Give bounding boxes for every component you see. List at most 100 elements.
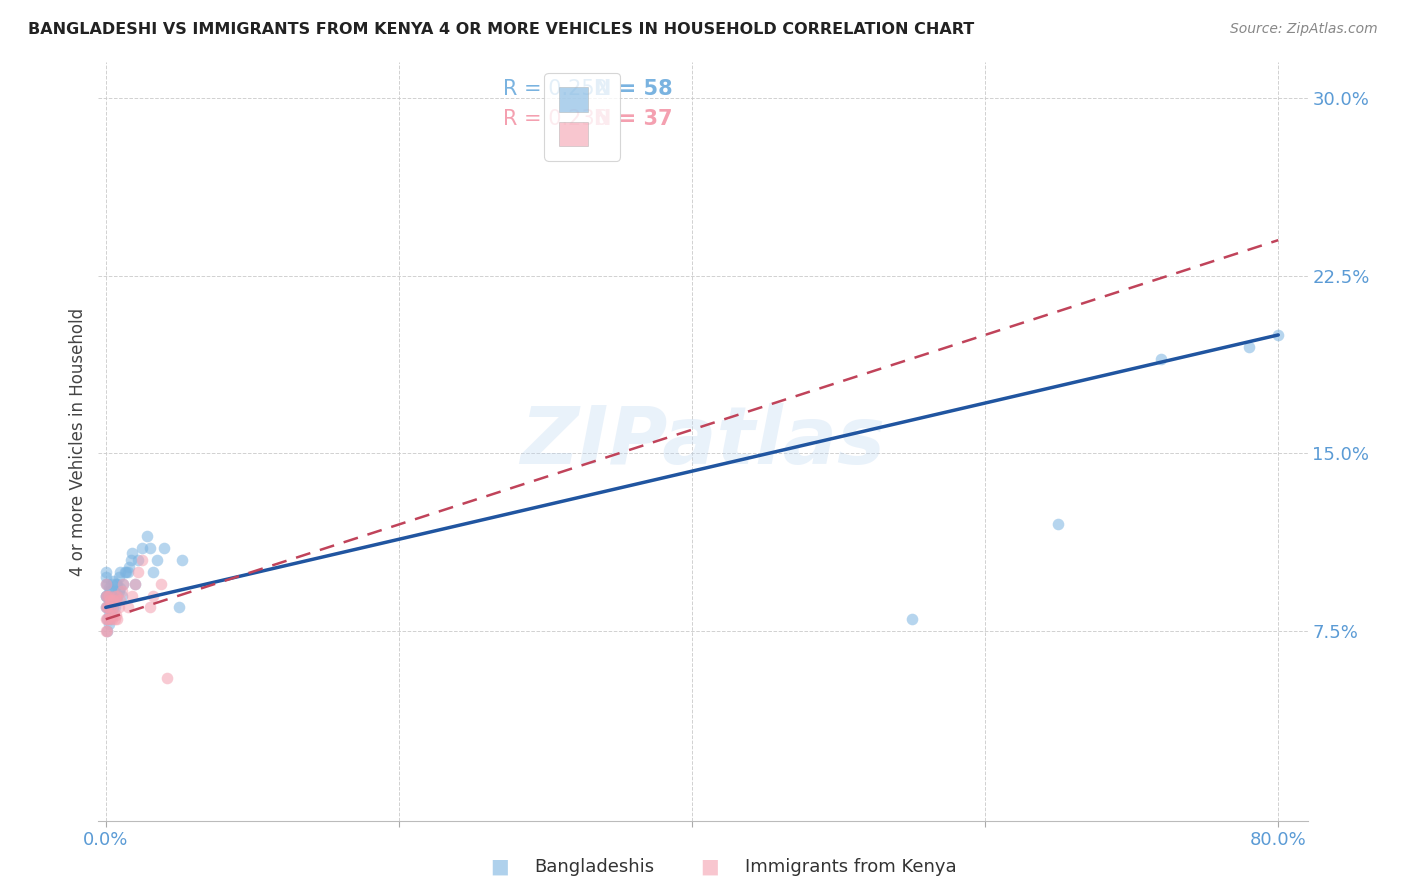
Point <box>98 612 121 626</box>
Point <box>1267 327 1289 342</box>
Point <box>97 593 120 607</box>
Point <box>103 589 125 603</box>
Text: N = 58: N = 58 <box>595 79 673 99</box>
Point <box>110 593 132 607</box>
Point <box>105 576 128 591</box>
Text: R = 0.252: R = 0.252 <box>503 79 609 99</box>
Point <box>115 565 138 579</box>
Point <box>121 546 143 560</box>
Point <box>117 565 139 579</box>
Point <box>167 600 190 615</box>
Point <box>127 553 149 567</box>
Point <box>107 589 129 603</box>
Point <box>100 612 122 626</box>
Point <box>96 612 118 626</box>
Point <box>98 600 121 615</box>
Point <box>112 576 135 591</box>
Text: ▪: ▪ <box>489 853 509 881</box>
Point <box>94 569 117 583</box>
Point <box>108 600 131 615</box>
Point <box>101 593 124 607</box>
Point <box>120 553 142 567</box>
Point <box>107 612 129 626</box>
Text: Source: ZipAtlas.com: Source: ZipAtlas.com <box>1230 22 1378 37</box>
Point <box>101 607 124 622</box>
Point <box>138 600 160 615</box>
Point <box>94 565 117 579</box>
Point <box>94 589 117 603</box>
Point <box>96 589 118 603</box>
Point <box>96 576 118 591</box>
Text: R = 0.236: R = 0.236 <box>503 110 609 129</box>
Point <box>103 612 125 626</box>
Point <box>100 600 122 615</box>
Point <box>97 600 120 615</box>
Point <box>131 553 153 567</box>
Point <box>1150 351 1173 366</box>
Y-axis label: 4 or more Vehicles in Household: 4 or more Vehicles in Household <box>69 308 87 575</box>
Point <box>170 553 193 567</box>
Point <box>96 589 118 603</box>
Point <box>94 576 117 591</box>
Point <box>101 589 124 603</box>
Text: ZIPatlas: ZIPatlas <box>520 402 886 481</box>
Point <box>118 560 141 574</box>
Point <box>94 612 117 626</box>
Point <box>100 593 122 607</box>
Point <box>97 617 120 632</box>
Point <box>94 576 117 591</box>
Point <box>101 600 124 615</box>
Point <box>105 607 128 622</box>
Point <box>127 565 149 579</box>
Point <box>96 624 118 639</box>
Point <box>117 600 139 615</box>
Point <box>97 607 120 622</box>
Point <box>98 593 121 607</box>
Point <box>124 576 146 591</box>
Point <box>112 576 135 591</box>
Point <box>114 565 136 579</box>
Point <box>121 589 143 603</box>
Text: Immigrants from Kenya: Immigrants from Kenya <box>745 858 957 876</box>
Point <box>96 624 118 639</box>
Point <box>1047 517 1070 532</box>
Text: ▪: ▪ <box>700 853 720 881</box>
Text: Bangladeshis: Bangladeshis <box>534 858 654 876</box>
Point <box>150 576 173 591</box>
Point <box>1237 340 1260 354</box>
Point <box>153 541 176 556</box>
Point <box>94 600 117 615</box>
Point <box>97 582 120 596</box>
Point <box>138 541 160 556</box>
Point <box>110 582 132 596</box>
Point <box>94 589 117 603</box>
Point <box>98 607 121 622</box>
Point <box>94 624 117 639</box>
Point <box>111 583 134 598</box>
Point <box>97 589 120 603</box>
Point <box>94 589 117 603</box>
Point <box>124 576 146 591</box>
Legend:  ,  : , <box>544 73 620 161</box>
Point <box>96 600 118 615</box>
Point <box>105 593 128 607</box>
Point <box>142 565 165 579</box>
Point <box>97 612 120 626</box>
Point <box>100 576 122 591</box>
Text: BANGLADESHI VS IMMIGRANTS FROM KENYA 4 OR MORE VEHICLES IN HOUSEHOLD CORRELATION: BANGLADESHI VS IMMIGRANTS FROM KENYA 4 O… <box>28 22 974 37</box>
Point <box>111 589 134 603</box>
Point <box>108 569 131 583</box>
Text: N = 37: N = 37 <box>595 110 672 129</box>
Point <box>103 600 125 615</box>
Point <box>135 529 157 543</box>
Point <box>110 565 132 579</box>
Point <box>108 583 131 598</box>
Point <box>94 600 117 615</box>
Point <box>146 553 169 567</box>
Point <box>100 607 122 622</box>
Point <box>101 574 124 589</box>
Point <box>103 583 125 598</box>
Point <box>901 612 924 626</box>
Point <box>107 576 129 591</box>
Point <box>131 541 153 556</box>
